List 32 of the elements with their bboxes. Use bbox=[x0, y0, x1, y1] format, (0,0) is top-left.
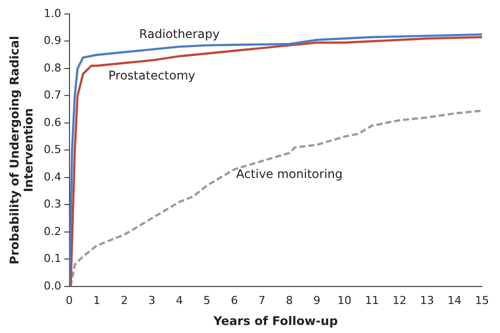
y-tick-label: 0.3 bbox=[44, 198, 62, 211]
x-tick-label: 2 bbox=[120, 294, 128, 307]
y-axis-title: Probability of Undergoing Radical Intervention bbox=[7, 36, 36, 264]
y-tick-label: 0.8 bbox=[44, 61, 62, 74]
x-tick-label: 6 bbox=[230, 294, 238, 307]
x-tick-label: 5 bbox=[203, 294, 210, 307]
x-tick-label: 0 bbox=[66, 294, 73, 307]
y-tick-label: 0.1 bbox=[44, 252, 62, 266]
x-tick-label: 11 bbox=[364, 294, 379, 307]
x-axis-title: Years of Follow-up bbox=[212, 314, 338, 328]
y-tick-label: 0.2 bbox=[44, 224, 62, 238]
x-tick-label: 1 bbox=[93, 294, 100, 307]
series-label: Active monitoring bbox=[236, 167, 343, 182]
y-tick-label: 0.7 bbox=[44, 88, 62, 102]
x-tick-label: 4 bbox=[176, 294, 183, 307]
x-tick-label: 13 bbox=[420, 294, 434, 307]
x-tick-label: 10 bbox=[337, 294, 352, 307]
y-tick-label: 0.6 bbox=[44, 116, 62, 129]
y-tick-label: 0.9 bbox=[44, 34, 62, 48]
x-tick-label: 8 bbox=[286, 294, 293, 307]
series-label: Prostatectomy bbox=[108, 68, 196, 82]
x-tick-label: 12 bbox=[392, 294, 406, 307]
x-tick-label: 3 bbox=[148, 294, 156, 307]
x-tick-label: 9 bbox=[313, 294, 320, 307]
x-tick-label: 14 bbox=[447, 294, 462, 307]
y-tick-label: 0.0 bbox=[44, 279, 62, 292]
y-tick-label: 0.4 bbox=[44, 170, 62, 184]
x-tick-label: 15 bbox=[475, 294, 489, 307]
y-tick-label: 1.0 bbox=[44, 6, 62, 20]
y-tick-label: 0.5 bbox=[44, 143, 62, 156]
series-label: Radiotherapy bbox=[139, 26, 220, 41]
x-tick-label: 7 bbox=[258, 294, 266, 307]
